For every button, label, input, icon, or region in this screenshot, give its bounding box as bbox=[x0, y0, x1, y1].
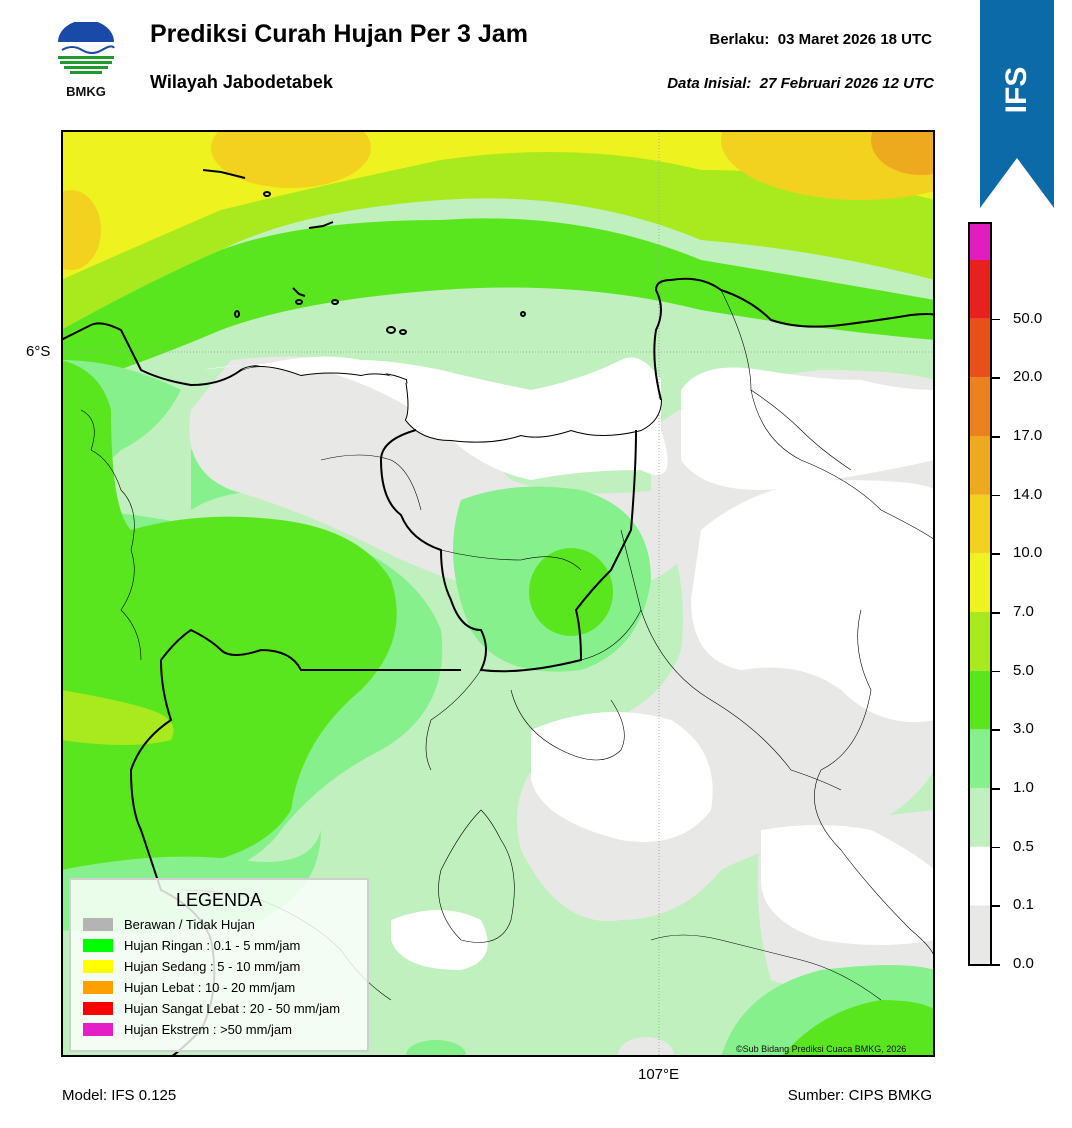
legend-label: Hujan Sangat Lebat : 20 - 50 mm/jam bbox=[124, 1000, 341, 1016]
legend-swatch bbox=[83, 917, 113, 931]
rain-band-0.5-1-s bbox=[406, 1040, 466, 1057]
colorbar-tick-mark bbox=[992, 436, 1000, 438]
rain-band-1-3-north bbox=[61, 218, 935, 390]
legend-swatch bbox=[83, 980, 113, 994]
copyright: ©Sub Bidang Prediksi Cuaca BMKG, 2026 bbox=[736, 1044, 907, 1054]
no-rain-s bbox=[618, 1037, 674, 1057]
rain-band-10-14 bbox=[871, 130, 935, 175]
zero-rain-central bbox=[531, 712, 713, 842]
colorbar-segment bbox=[970, 377, 990, 436]
colorbar-segment bbox=[970, 494, 990, 554]
colorbar-segment bbox=[970, 846, 990, 906]
map-frame bbox=[61, 130, 935, 1057]
rain-band-7-10-a bbox=[211, 130, 371, 188]
legend-item: Hujan Ekstrem : >50 mm/jam bbox=[83, 1021, 292, 1037]
land-mask-north bbox=[241, 356, 661, 442]
colorbar-frame bbox=[968, 222, 992, 966]
rain-band-1-3-se bbox=[781, 1000, 935, 1057]
legend-label: Hujan Sedang : 5 - 10 mm/jam bbox=[124, 958, 301, 974]
colorbar-tick-mark bbox=[992, 670, 1000, 673]
colorbar-tick-mark bbox=[992, 964, 1000, 966]
init-time: Data Inisial: 27 Februari 2026 12 UTC bbox=[667, 75, 934, 92]
valid-value: 03 Maret 2026 18 UTC bbox=[777, 31, 932, 48]
legend-swatch bbox=[83, 1001, 113, 1015]
colorbar-segment bbox=[970, 318, 990, 378]
zero-rain-south bbox=[391, 910, 488, 970]
ifs-banner bbox=[980, 0, 1054, 208]
rain-band-1-3-central bbox=[529, 548, 613, 636]
province-border-banten bbox=[160, 628, 461, 672]
colorbar-segment bbox=[970, 436, 990, 495]
valid-time: Berlaku: 03 Maret 2026 18 UTC bbox=[709, 31, 932, 48]
colorbar-tick-label: 14.0 bbox=[1013, 485, 1043, 503]
rain-band-7-10-c bbox=[61, 190, 101, 270]
colorbar-tick-mark bbox=[992, 377, 1000, 379]
islands bbox=[202, 169, 526, 335]
colorbar-tick-mark bbox=[992, 905, 1000, 907]
colorbar-tick-label: 5.0 bbox=[1013, 661, 1034, 679]
rain-band-1-3-west bbox=[61, 360, 397, 890]
colorbar-segment bbox=[970, 553, 990, 612]
page-title: Prediksi Curah Hujan Per 3 Jam bbox=[150, 20, 528, 48]
legend-swatch bbox=[83, 938, 113, 952]
colorbar-segment bbox=[970, 670, 990, 730]
district-borders bbox=[80, 289, 935, 1001]
province-border-jakarta bbox=[379, 429, 637, 673]
init-label: Data Inisial: bbox=[667, 75, 752, 92]
colorbar-tick-mark bbox=[992, 788, 1000, 790]
colorbar-tick-label: 0.1 bbox=[1013, 896, 1034, 914]
colorbar-tick-label: 0.5 bbox=[1013, 837, 1034, 855]
legend-swatch bbox=[83, 1022, 113, 1036]
colorbar-tick-label: 3.0 bbox=[1013, 720, 1034, 738]
ifs-banner-label: IFS bbox=[1000, 66, 1033, 114]
colorbar-tick-label: 7.0 bbox=[1013, 603, 1034, 620]
colorbar-tick-label: 50.0 bbox=[1013, 309, 1043, 327]
legend-label: Berawan / Tidak Hujan bbox=[124, 916, 255, 932]
colorbar-tick-label: 1.0 bbox=[1013, 779, 1034, 796]
legend-item: Hujan Lebat : 10 - 20 mm/jam bbox=[83, 979, 295, 995]
init-value: 27 Februari 2026 12 UTC bbox=[759, 75, 934, 92]
legend-label: Hujan Ekstrem : >50 mm/jam bbox=[124, 1021, 292, 1037]
source-label: Sumber: CIPS BMKG bbox=[787, 1087, 932, 1104]
colorbar-tick-mark bbox=[992, 553, 1000, 555]
colorbar-tick-mark bbox=[992, 729, 1000, 731]
colorbar-segment bbox=[970, 905, 990, 964]
legend-item: Hujan Sangat Lebat : 20 - 50 mm/jam bbox=[83, 1000, 340, 1016]
rain-band-3-5-west bbox=[61, 690, 174, 745]
legend-item: Berawan / Tidak Hujan bbox=[83, 916, 255, 932]
legend-title: LEGENDA bbox=[175, 890, 263, 910]
map-legend: LEGENDA Berawan / Tidak Hujan Hujan Ringa… bbox=[69, 878, 369, 1052]
zero-rain-northeast bbox=[681, 367, 935, 490]
colorbar-tick-label: 0.0 bbox=[1013, 955, 1034, 972]
legend-item: Hujan Ringan : 0.1 - 5 mm/jam bbox=[83, 937, 300, 953]
colorbar-tick-label: 10.0 bbox=[1013, 544, 1043, 562]
colorbar-tick-label: 20.0 bbox=[1013, 368, 1043, 386]
colorbar-tick-mark bbox=[992, 318, 1000, 321]
colorbar-tick-label: 17.0 bbox=[1013, 427, 1043, 444]
legend-label: Hujan Ringan : 0.1 - 5 mm/jam bbox=[124, 937, 301, 953]
lon-label: 107°E bbox=[638, 1066, 680, 1083]
bmkg-logo-icon bbox=[52, 20, 120, 102]
model-label: Model: IFS 0.125 bbox=[62, 1087, 177, 1104]
legend-item: Hujan Sedang : 5 - 10 mm/jam bbox=[83, 958, 300, 974]
colorbar-segment bbox=[970, 612, 990, 671]
colorbar-segment bbox=[970, 260, 990, 319]
valid-label: Berlaku: bbox=[709, 31, 770, 48]
lat-label: 6°S bbox=[26, 343, 51, 360]
colorbar-tick-mark bbox=[992, 494, 1000, 497]
colorbar-tick-mark bbox=[992, 846, 1000, 849]
logo-text: BMKG bbox=[66, 84, 106, 99]
colorbar-segment bbox=[970, 224, 990, 260]
colorbar-tick-mark bbox=[992, 612, 1000, 614]
colorbar-segment bbox=[970, 788, 990, 847]
legend-swatch bbox=[83, 959, 113, 973]
page-subtitle: Wilayah Jabodetabek bbox=[150, 72, 333, 92]
colorbar bbox=[968, 222, 992, 966]
zero-rain-southeast bbox=[761, 825, 935, 945]
legend-label: Hujan Lebat : 10 - 20 mm/jam bbox=[124, 979, 296, 995]
colorbar-segment bbox=[970, 729, 990, 788]
zero-rain-east bbox=[691, 480, 935, 722]
